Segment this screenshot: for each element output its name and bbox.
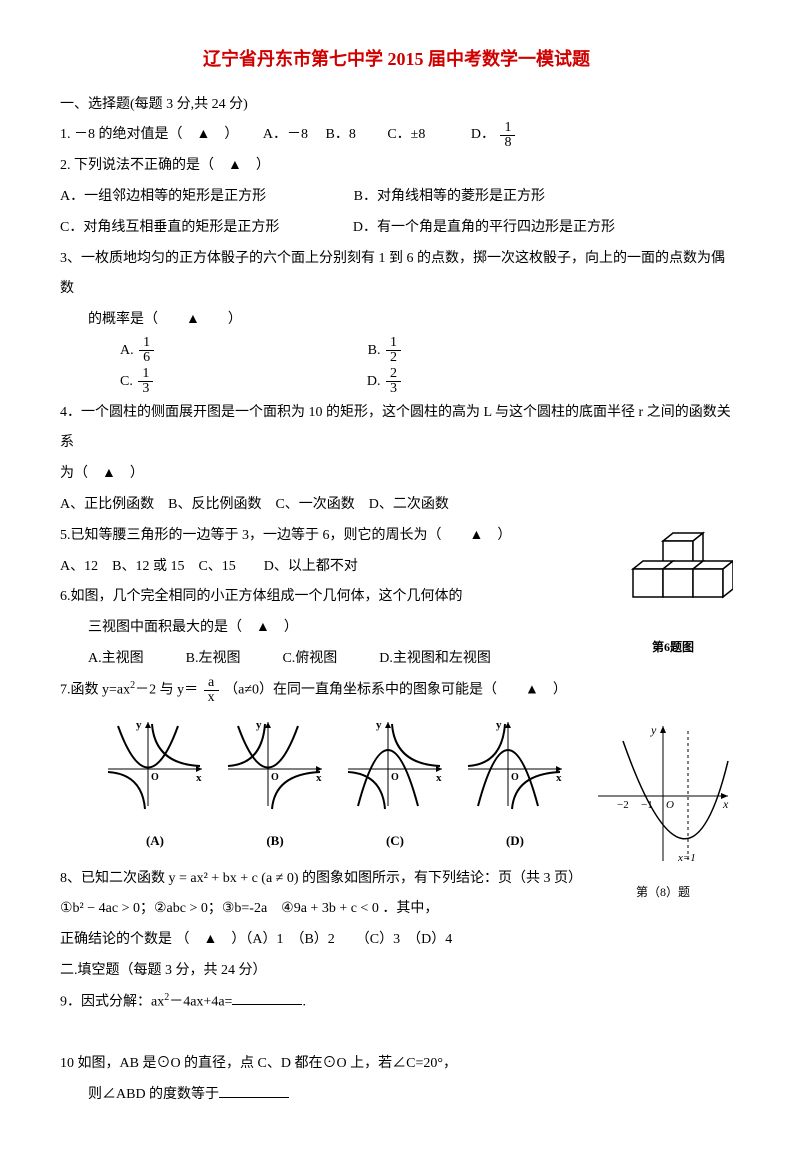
q8-caption: 第（8）题 xyxy=(593,879,733,905)
svg-text:x: x xyxy=(316,772,322,784)
q10-line1: 10 如图，AB 是⊙O 的直径，点 C、D 都在⊙O 上，若∠C=20°， xyxy=(60,1049,733,1080)
svg-text:x: x xyxy=(556,772,562,784)
svg-text:y: y xyxy=(650,723,657,737)
svg-text:O: O xyxy=(391,772,399,783)
q1: 1. －8 的绝对值是（ ▲ ） A．－8 B．8 C．±8 D． 1 8 xyxy=(60,120,733,151)
q1-opt-c: C．±8 xyxy=(387,127,425,142)
q2-row1: A．一组邻边相等的矩形是正方形 B．对角线相等的菱形是正方形 xyxy=(60,182,733,213)
q1-opt-a: A．－8 xyxy=(263,127,308,142)
q10-line2: 则∠ABD 的度数等于 xyxy=(60,1080,733,1111)
graph-d-icon: x y O xyxy=(460,714,570,814)
q1-opt-d-prefix: D． xyxy=(471,127,495,142)
section-1-heading: 一、选择题(每题 3 分,共 24 分) xyxy=(60,90,733,121)
q7-stem: 7.函数 y=ax2－2 与 y＝ ax （a≠0）在同一直角坐标系中的图象可能… xyxy=(60,675,733,706)
q2-stem: 2. 下列说法不正确的是（ ▲ ） xyxy=(60,151,733,182)
q10-blank xyxy=(219,1097,289,1098)
q3-stem1: 3、一枚质地均匀的正方体骰子的六个面上分别刻有 1 到 6 的点数，掷一次这枚骰… xyxy=(60,244,733,306)
q7-graph-a: xy O (A) xyxy=(100,714,210,855)
q3-opt-b: B. 12 xyxy=(368,336,541,367)
q4-opts: A、正比例函数 B、反比例函数 C、一次函数 D、二次函数 xyxy=(60,490,733,521)
q3-opts: A. 16 B. 12 C. 13 D. 23 xyxy=(60,336,733,398)
svg-text:x: x xyxy=(722,797,729,811)
page-title: 辽宁省丹东市第七中学 2015 届中考数学一模试题 xyxy=(60,40,733,80)
q4-stem1: 4．一个圆柱的侧面展开图是一个面积为 10 的矩形，这个圆柱的高为 L 与这个圆… xyxy=(60,398,733,460)
q4-stem2: 为（ ▲ ） xyxy=(60,459,733,490)
svg-text:y: y xyxy=(136,719,142,731)
q1-opt-b: B．8 xyxy=(325,127,355,142)
svg-text:y: y xyxy=(496,719,502,731)
q7-graph-c: xy O (C) xyxy=(340,714,450,855)
q2-opt-d: D．有一个角是直角的平行四边形是正方形 xyxy=(353,220,615,235)
q6-figure: 第6题图 xyxy=(613,521,733,660)
svg-text:O: O xyxy=(151,772,159,783)
svg-text:x=1: x=1 xyxy=(677,852,696,864)
q1-stem: 1. －8 的绝对值是（ ▲ ） xyxy=(60,127,231,142)
q9: 9．因式分解：ax2－4ax+4a=. xyxy=(60,987,733,1018)
q7-graph-d: xy O (D) xyxy=(460,714,570,855)
parabola-icon: x y O −2 −1 x=1 xyxy=(593,716,733,866)
q7-graph-b: xy O (B) xyxy=(220,714,330,855)
svg-text:x: x xyxy=(196,772,202,784)
q7-graphs: xy O (A) xy O (B) xy O (C) xyxy=(100,714,583,855)
q9-blank xyxy=(232,1004,302,1005)
svg-text:x: x xyxy=(436,772,442,784)
graph-a-icon: x y O xyxy=(100,714,210,814)
cubes-icon xyxy=(613,521,733,621)
graph-c-icon: x y O xyxy=(340,714,450,814)
q3-opt-d: D. 23 xyxy=(367,367,541,398)
q8-line3: 正确结论的个数是 （ ▲ ）（A）1 （B）2 （C）3 （D）4 xyxy=(60,925,733,956)
q2-opt-c: C．对角线互相垂直的矩形是正方形 xyxy=(60,220,279,235)
q3-stem2: 的概率是（ ▲ ） xyxy=(60,305,733,336)
svg-text:−2: −2 xyxy=(617,799,629,811)
q3-opt-c: C. 13 xyxy=(120,367,293,398)
svg-text:O: O xyxy=(271,772,279,783)
q8-figure: x y O −2 −1 x=1 第（8）题 xyxy=(593,716,733,905)
q3-opt-a: A. 16 xyxy=(120,336,294,367)
svg-text:O: O xyxy=(666,799,674,811)
svg-text:y: y xyxy=(376,719,382,731)
q1-opt-d-frac: 1 8 xyxy=(500,121,515,150)
graph-b-icon: x y O xyxy=(220,714,330,814)
q2-opt-a: A．一组邻边相等的矩形是正方形 xyxy=(60,189,266,204)
svg-text:y: y xyxy=(256,719,262,731)
q2-opt-b: B．对角线相等的菱形是正方形 xyxy=(354,189,545,204)
section-2-heading: 二.填空题（每题 3 分，共 24 分） xyxy=(60,956,733,987)
q2-row2: C．对角线互相垂直的矩形是正方形 D．有一个角是直角的平行四边形是正方形 xyxy=(60,213,733,244)
svg-text:O: O xyxy=(511,772,519,783)
q6-caption: 第6题图 xyxy=(613,634,733,660)
